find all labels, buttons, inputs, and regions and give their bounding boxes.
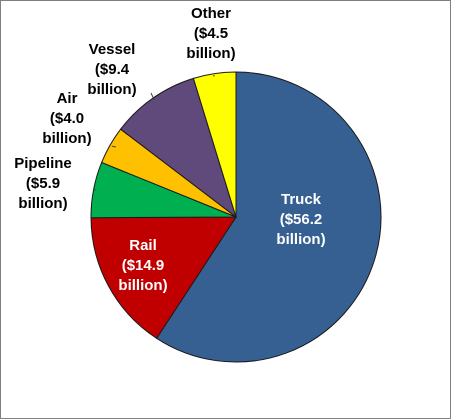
slice-label-line: ($4.0 bbox=[50, 110, 84, 127]
slice-label-line: billion) bbox=[42, 130, 91, 147]
slice-label-rail: Rail ($14.9 billion) bbox=[118, 237, 167, 294]
slice-label-line: ($14.9 bbox=[122, 257, 165, 274]
slice-label-air: Air ($4.0 billion) bbox=[42, 90, 91, 147]
slice-label-line: ($5.9 bbox=[26, 175, 60, 192]
pie-slice-other bbox=[192, 71, 237, 218]
slice-label-line: ($4.5 bbox=[194, 25, 228, 42]
leader-line-air bbox=[111, 145, 117, 148]
slice-label-pipeline: Pipeline ($5.9 billion) bbox=[14, 155, 72, 212]
slice-label-line: billion) bbox=[186, 45, 235, 62]
slice-label-other: Other ($4.5 billion) bbox=[186, 5, 235, 62]
slice-label-line: Rail bbox=[129, 237, 157, 254]
leader-line-vessel bbox=[150, 92, 155, 100]
slice-label-line: billion) bbox=[18, 195, 67, 212]
slice-label-line: billion) bbox=[87, 81, 136, 98]
slice-label-line: Pipeline bbox=[14, 155, 72, 172]
slice-label-line: Truck bbox=[281, 191, 322, 208]
slice-label-line: billion) bbox=[276, 231, 325, 248]
slice-label-line: ($56.2 bbox=[280, 211, 323, 228]
slice-label-line: Vessel bbox=[89, 41, 136, 58]
slice-label-line: billion) bbox=[118, 277, 167, 294]
slice-label-truck: Truck ($56.2 billion) bbox=[276, 191, 325, 248]
slice-label-line: ($9.4 bbox=[95, 61, 130, 78]
slice-label-vessel: Vessel ($9.4 billion) bbox=[87, 41, 136, 98]
pie-slice-rail bbox=[90, 216, 237, 340]
slice-label-line: Other bbox=[191, 5, 231, 22]
pie-slice-truck bbox=[155, 71, 382, 363]
slice-label-line: Air bbox=[57, 90, 78, 107]
